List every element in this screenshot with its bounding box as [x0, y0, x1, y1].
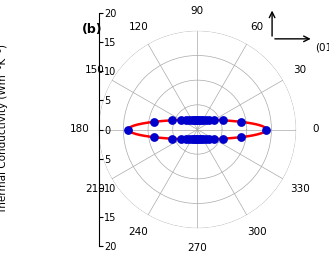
Point	[220, 136, 225, 141]
Point	[183, 137, 189, 141]
Point	[196, 118, 202, 122]
Point	[191, 118, 196, 122]
Point	[178, 137, 184, 141]
Point	[206, 118, 212, 122]
Point	[151, 120, 157, 124]
Point	[178, 118, 184, 122]
Point	[193, 137, 198, 141]
Point	[238, 120, 243, 124]
Point	[151, 135, 157, 139]
Point	[187, 137, 192, 141]
Point	[211, 118, 216, 122]
Point	[196, 137, 202, 141]
Point	[195, 118, 200, 122]
Point	[264, 127, 269, 132]
Point	[189, 118, 194, 122]
Point	[198, 118, 204, 122]
Point	[206, 137, 212, 141]
Text: Thermal Conductivity (Wm⁻¹K⁻¹): Thermal Conductivity (Wm⁻¹K⁻¹)	[0, 45, 8, 214]
Point	[238, 135, 243, 139]
Point	[169, 118, 175, 123]
Point	[203, 118, 208, 122]
Point	[169, 136, 175, 141]
Point	[187, 118, 192, 122]
Point	[200, 137, 206, 141]
Point	[200, 118, 206, 122]
Point	[183, 118, 189, 122]
Text: (010): (010)	[315, 42, 329, 53]
Point	[203, 137, 208, 141]
Point	[195, 137, 200, 141]
Text: (b): (b)	[82, 23, 103, 36]
Point	[193, 118, 198, 122]
Point	[126, 127, 131, 132]
Point	[189, 137, 194, 141]
Point	[198, 137, 204, 141]
Point	[191, 137, 196, 141]
Point	[220, 118, 225, 123]
Point	[211, 137, 216, 141]
